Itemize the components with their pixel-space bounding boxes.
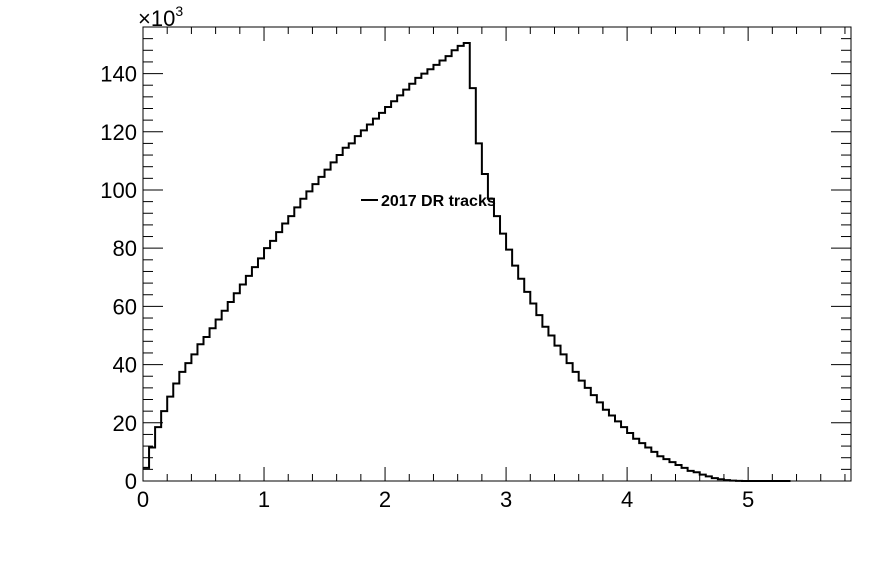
x-tick-label: 2 xyxy=(379,487,391,512)
y-tick-label: 60 xyxy=(113,294,137,319)
y-tick-label: 80 xyxy=(113,236,137,261)
x-tick-label: 3 xyxy=(500,487,512,512)
x-tick-label: 1 xyxy=(258,487,270,512)
y-tick-label: 0 xyxy=(125,469,137,494)
y-tick-label: 20 xyxy=(113,411,137,436)
y-axis-ticks xyxy=(143,26,851,482)
y-tick-label: 100 xyxy=(100,178,137,203)
x-axis-tick-labels: 0 1 2 3 4 5 xyxy=(137,487,754,512)
legend-entry-label: 2017 DR tracks xyxy=(381,193,496,210)
x-tick-label: 4 xyxy=(621,487,633,512)
plot-frame xyxy=(142,26,852,482)
y-tick-label: 40 xyxy=(113,353,137,378)
x-tick-label: 5 xyxy=(742,487,754,512)
y-multiplier-exponent: 3 xyxy=(175,3,183,19)
y-multiplier: ×103 xyxy=(138,3,183,31)
y-axis-tick-labels: 0 20 40 60 80 100 120 140 xyxy=(100,62,137,494)
y-tick-label: 140 xyxy=(100,62,137,87)
x-axis-ticks xyxy=(142,27,846,481)
x-tick-label: 0 xyxy=(137,487,149,512)
legend: 2017 DR tracks xyxy=(361,193,496,210)
y-tick-label: 120 xyxy=(100,120,137,145)
series-line xyxy=(143,42,791,482)
y-multiplier-base: ×10 xyxy=(138,6,175,31)
